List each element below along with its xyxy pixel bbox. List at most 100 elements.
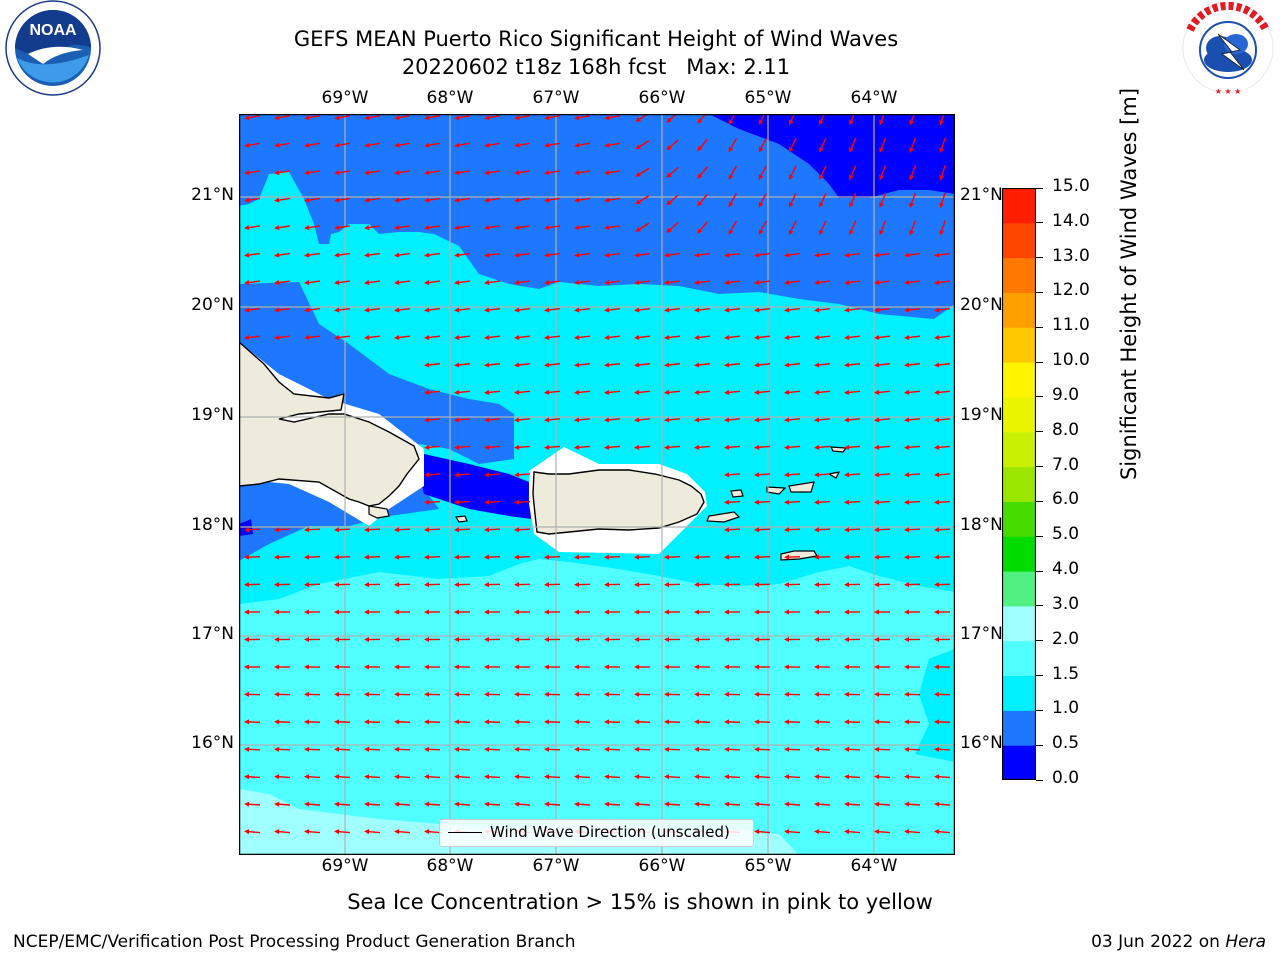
wind-wave-arrow — [304, 307, 321, 313]
wind-wave-arrow — [514, 774, 531, 780]
colorbar-segment — [1002, 675, 1036, 711]
wind-wave-arrow — [664, 417, 681, 423]
wind-wave-arrow — [304, 774, 321, 780]
wind-wave-arrow — [874, 582, 891, 588]
wind-wave-arrow — [814, 527, 831, 533]
wind-wave-arrow — [484, 307, 501, 313]
wind-wave-arrow — [934, 664, 951, 670]
wind-wave-arrow — [274, 801, 291, 807]
wind-wave-arrow — [724, 691, 741, 697]
wind-wave-arrow — [304, 142, 321, 148]
wind-wave-arrow — [394, 252, 411, 258]
wind-wave-arrow — [754, 582, 771, 588]
wind-wave-arrow — [394, 719, 411, 725]
wind-wave-arrow — [694, 280, 711, 285]
wind-wave-arrow — [484, 472, 501, 478]
wind-wave-arrow — [424, 637, 441, 643]
wind-wave-arrow — [574, 554, 591, 560]
colorbar-segment — [1002, 571, 1036, 607]
wind-wave-arrow — [814, 664, 831, 670]
wind-wave-arrow — [724, 389, 741, 395]
wind-wave-arrow — [814, 280, 831, 285]
wind-wave-arrow — [274, 609, 291, 615]
wind-wave-arrow — [754, 609, 771, 615]
wind-wave-arrow — [604, 582, 621, 588]
wind-wave-arrow — [304, 746, 321, 752]
wind-wave-arrow — [334, 280, 351, 285]
colorbar-segment — [1002, 396, 1036, 433]
wind-wave-arrow — [697, 138, 709, 152]
wind-wave-arrow — [424, 389, 441, 395]
wind-wave-arrow — [604, 664, 621, 670]
wind-wave-arrow — [934, 389, 951, 395]
credit-date: 03 Jun 2022 on — [1091, 932, 1226, 952]
noaa-logo-text: NOAA — [29, 22, 77, 39]
colorbar-label: Significant Height of Wind Waves [m] — [1117, 87, 1141, 481]
wind-wave-arrow — [939, 220, 946, 236]
wind-wave-arrow — [849, 114, 856, 126]
wind-wave-arrow — [484, 719, 501, 725]
wind-wave-arrow — [484, 225, 501, 231]
wind-wave-arrow — [664, 582, 681, 588]
wind-wave-arrow — [694, 389, 711, 395]
wind-wave-arrow — [604, 307, 621, 313]
wind-wave-arrow — [424, 554, 441, 560]
wind-wave-arrow — [814, 719, 831, 725]
wind-wave-arrow — [484, 170, 501, 176]
wind-wave-arrow — [514, 417, 531, 423]
colorbar — [1002, 188, 1036, 780]
wind-wave-arrow — [934, 637, 951, 643]
wind-wave-arrow — [574, 417, 591, 423]
wind-wave-arrow — [604, 719, 621, 725]
wind-wave-arrow — [904, 280, 921, 285]
wind-direction-legend: Wind Wave Direction (unscaled) — [439, 819, 754, 847]
wind-wave-arrow — [697, 166, 709, 179]
wind-wave-arrow — [274, 142, 291, 148]
wind-wave-arrow — [334, 801, 351, 807]
wind-wave-arrow — [484, 637, 501, 643]
wind-wave-arrow — [784, 719, 801, 725]
wind-wave-arrow — [454, 225, 471, 231]
colorbar-tick-label: 13.0 — [1052, 245, 1090, 266]
colorbar-tick-mark — [1036, 291, 1043, 293]
wind-wave-arrow — [364, 225, 381, 231]
wind-wave-arrow — [424, 691, 441, 697]
wind-wave-arrow — [724, 280, 741, 285]
wind-wave-arrow — [694, 362, 711, 368]
wind-wave-arrow — [304, 197, 321, 203]
wind-wave-arrow — [814, 389, 831, 395]
wind-wave-arrow — [274, 774, 291, 780]
wind-wave-arrow — [664, 280, 681, 285]
wind-wave-arrow — [454, 142, 471, 148]
wind-wave-arrow — [934, 801, 951, 807]
wind-wave-arrow — [304, 225, 321, 231]
wind-wave-arrow — [364, 197, 381, 203]
wind-wave-arrow — [814, 362, 831, 368]
wind-wave-arrow — [844, 362, 861, 368]
wind-wave-arrow — [844, 691, 861, 697]
wind-wave-arrow — [514, 334, 531, 340]
wind-wave-arrow — [664, 637, 681, 643]
wind-wave-arrow — [634, 252, 651, 258]
wind-wave-arrow — [514, 719, 531, 725]
wind-wave-arrow — [728, 193, 738, 208]
wind-wave-arrow — [754, 389, 771, 395]
wind-wave-arrow — [934, 472, 951, 478]
wind-wave-arrow — [879, 192, 887, 208]
wind-wave-arrow — [334, 554, 351, 560]
wind-wave-arrow — [844, 582, 861, 588]
lat-label-right: 17°N — [960, 624, 1003, 644]
wind-wave-arrow — [394, 115, 411, 121]
colorbar-tick-label: 1.5 — [1052, 663, 1080, 684]
colorbar-tick-mark — [1036, 709, 1043, 711]
wind-wave-arrow — [694, 554, 711, 560]
wind-wave-arrow — [694, 252, 711, 258]
wind-wave-arrow — [784, 527, 801, 533]
wind-wave-arrow — [244, 746, 261, 752]
wind-wave-arrow — [724, 801, 741, 807]
wind-wave-arrow — [664, 801, 681, 807]
colorbar-tick-mark — [1036, 257, 1043, 259]
wind-wave-arrow — [574, 142, 591, 148]
colorbar-tick-mark — [1036, 500, 1043, 502]
wind-wave-arrow — [544, 637, 561, 643]
